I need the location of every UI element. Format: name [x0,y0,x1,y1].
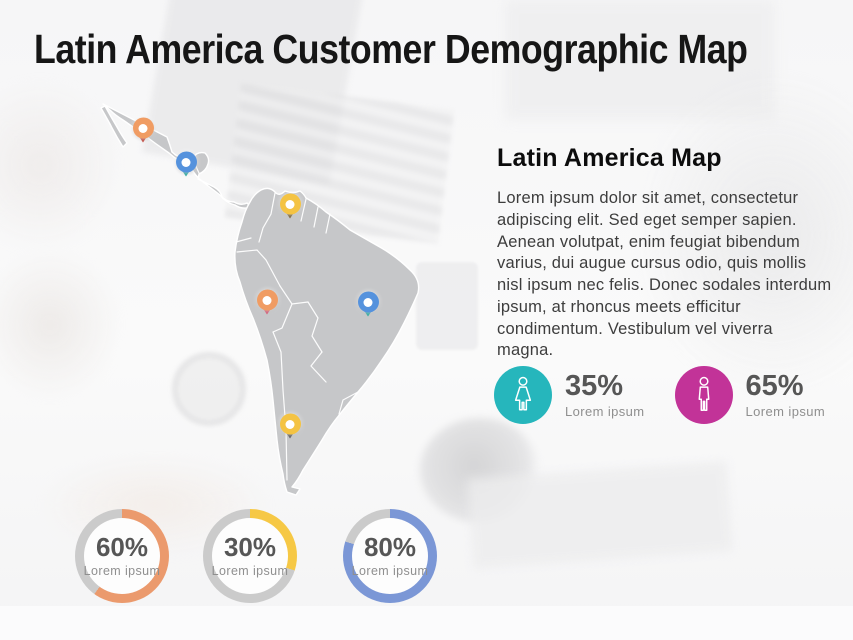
pin-venezuela [279,193,301,219]
map-south-america [234,187,420,496]
border-guyana-suriname [313,206,319,228]
donut-text: 80% Lorem ipsum [343,509,437,603]
border-suriname-frguiana [325,213,331,234]
pin-hole [181,157,191,167]
pin-tip [286,212,294,219]
pin-ball [357,291,379,313]
stat-label: Lorem ipsum [565,403,645,419]
pin-ball [132,117,154,139]
tablet-shape [467,461,733,569]
pin-hole [363,297,373,307]
pin-tip [139,136,147,143]
pin-hole [285,199,295,209]
stat-value: 65% [745,369,804,402]
donut-chart-3: 80% Lorem ipsum [343,509,437,603]
donut-chart-2: 30% Lorem ipsum [203,509,297,603]
pin-ball [256,289,278,311]
pin-argentina [279,413,301,439]
pin-hole [262,295,272,305]
pin-tip [286,432,294,439]
pin-brazil [357,291,379,317]
pin-tip [263,308,271,315]
donut-value: 80% [363,532,417,563]
pin-ball [279,193,301,215]
stat-male: 65% Lorem ipsum [674,366,826,424]
donut-text: 60% Lorem ipsum [75,509,169,603]
donut-chart-1: 60% Lorem ipsum [75,509,169,603]
border-brazil-uruguay [338,391,359,415]
border-chile-argentina [272,331,288,481]
pin-ball [175,151,197,173]
border-bolivia-paraguay [307,301,323,353]
female-icon [494,366,552,424]
latin-america-map [60,90,470,500]
section-title: Latin America Map [497,144,722,172]
pin-mexico [132,117,154,143]
donut-label: Lorem ipsum [83,563,161,578]
donut-label: Lorem ipsum [351,563,429,578]
pin-hole [138,123,148,133]
stat-text: 65% Lorem ipsum [745,369,826,419]
donut-text: 30% Lorem ipsum [203,509,297,603]
stat-text: 35% Lorem ipsum [565,369,645,419]
text-panel: Latin America Map Lorem ipsum dolor sit … [497,144,833,362]
section-paragraph: Lorem ipsum dolor sit amet, consectetur … [497,189,832,360]
table-edge-shape [0,606,853,640]
pin-ball [279,413,301,435]
donut-value: 30% [223,532,277,563]
pin-tip [364,310,372,317]
pin-guatemala [175,151,197,177]
stat-value: 35% [565,369,624,402]
donut-label: Lorem ipsum [211,563,289,578]
donut-value: 60% [95,532,149,563]
border-paraguay-argentina [310,351,327,383]
page-title: Latin America Customer Demographic Map [34,26,748,72]
male-icon [674,366,733,424]
pin-peru [256,289,278,315]
border-ecuador [235,237,252,243]
stat-label: Lorem ipsum [745,403,826,419]
border-venezuela-guyana [300,198,307,222]
border-colombia-venezuela [258,192,276,243]
pin-tip [182,170,190,177]
stat-female: 35% Lorem ipsum [494,366,645,424]
border-peru-brazil [236,249,281,287]
border-bolivia-chile [272,303,293,333]
gender-stats: 35% Lorem ipsum 65% Lorem ipsum [494,366,825,424]
map-baja [100,105,128,148]
pin-hole [285,419,295,429]
